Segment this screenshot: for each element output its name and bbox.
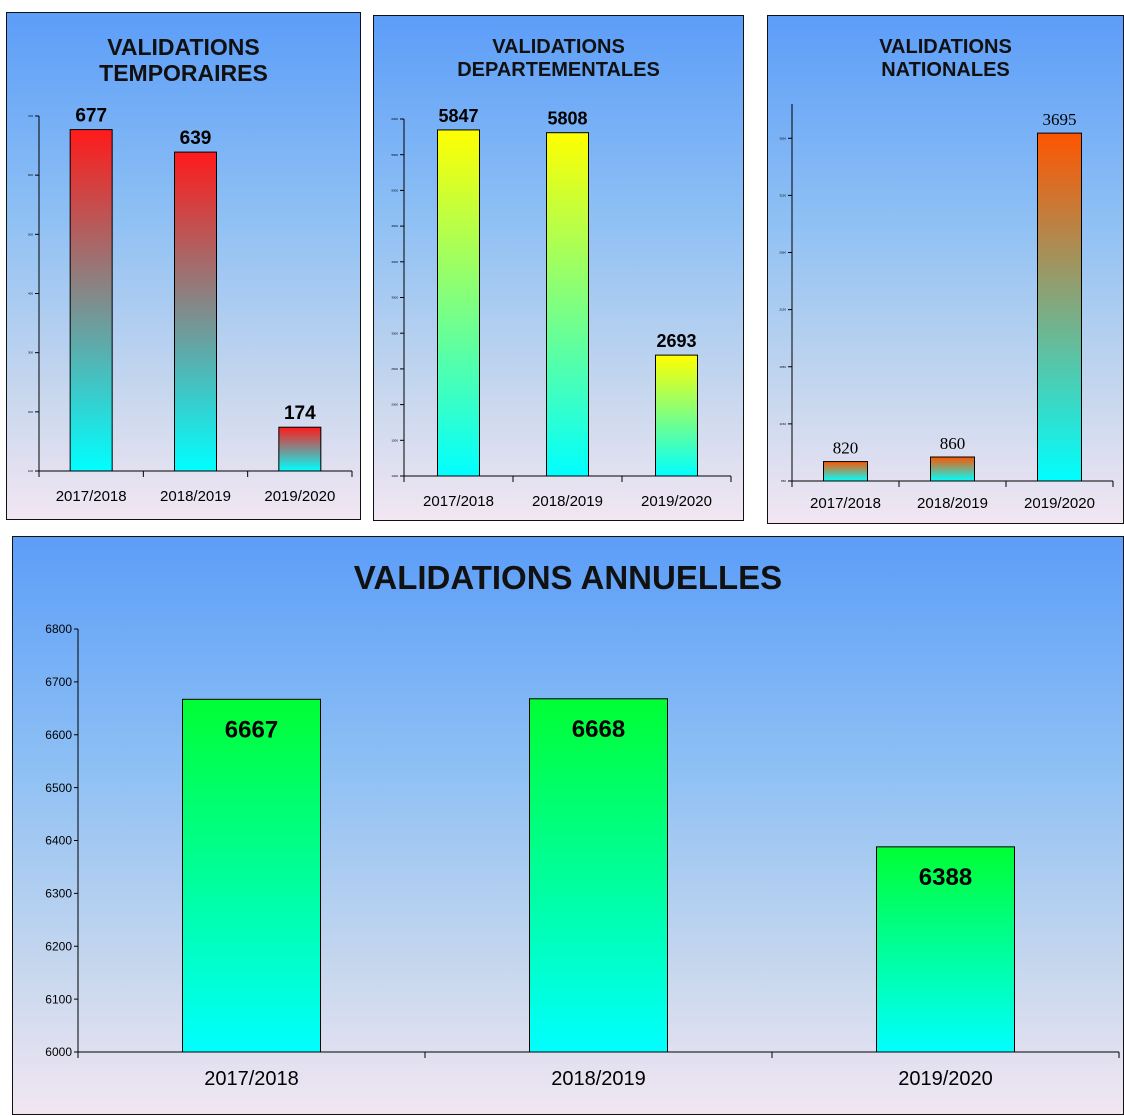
y-tick-label: 5000 [391, 188, 398, 192]
data-label: 3695 [1043, 110, 1077, 129]
y-tick-label: 1150 [780, 422, 787, 426]
y-tick-label: 2650 [779, 251, 786, 255]
y-tick-label: 2150 [779, 308, 786, 312]
x-tick-label: 2017/2018 [204, 1068, 299, 1090]
y-tick-label: 1000 [391, 474, 398, 478]
y-tick-label: 500 [28, 232, 33, 236]
y-tick-label: 6600 [45, 728, 72, 742]
bar [655, 354, 698, 477]
chart-title: VALIDATIONS TEMPORAIRES [99, 34, 268, 87]
y-tick-label: 6700 [45, 675, 72, 689]
x-tick-label: 2018/2019 [551, 1068, 646, 1090]
data-label: 860 [940, 434, 966, 453]
bar [278, 426, 322, 472]
chart-panel-annuelles: VALIDATIONS ANNUELLES 6000 6100 6200 6300 64… [12, 536, 1124, 1115]
y-tick-label: 1650 [779, 365, 786, 369]
bar [876, 846, 1015, 1053]
x-tick-label: 2017/2018 [423, 493, 494, 510]
data-label: 820 [833, 439, 859, 458]
y-tick-label: 2000 [391, 403, 398, 407]
data-label: 5808 [547, 109, 587, 129]
bar [437, 129, 480, 477]
y-tick-label: 6100 [45, 992, 72, 1006]
y-tick-label: 3000 [391, 331, 398, 335]
x-tick-label: 2019/2020 [1024, 495, 1095, 512]
bar [1037, 132, 1082, 482]
y-tick-label: 4500 [391, 224, 398, 228]
y-tick-label: 700 [28, 114, 33, 118]
y-tick-label: 600 [28, 173, 33, 177]
chart-title: VALIDATIONS ANNUELLES [353, 559, 783, 596]
chart-panel-nationales: VALIDATIONS NATIONALES 650 1150 1650 2150 26… [767, 15, 1124, 524]
x-tick-label: 2019/2020 [641, 493, 712, 510]
data-label: 5847 [438, 106, 478, 126]
chart-plot: 650 1150 1650 2150 2650 3150 3650 820 2017/2018 8… [779, 104, 1114, 512]
y-tick-label: 6300 [45, 887, 72, 901]
y-tick-label: 4000 [391, 260, 398, 264]
bar [69, 129, 113, 472]
x-tick-label: 2019/2020 [898, 1068, 993, 1090]
data-label: 174 [284, 403, 316, 424]
chart-plot: 100 200 300 400 500 600 700 677 2017/2018 639 2018… [28, 106, 353, 505]
bar [546, 132, 589, 477]
y-tick-label: 650 [781, 479, 786, 483]
data-label: 2693 [656, 331, 696, 351]
y-tick-label: 100 [28, 469, 33, 473]
data-label: 6667 [225, 716, 278, 743]
y-tick-label: 3150 [779, 193, 786, 197]
data-label: 639 [180, 128, 212, 149]
bar [182, 698, 321, 1053]
bar [174, 151, 217, 472]
y-tick-label: 6500 [45, 781, 72, 795]
chart-panel-departementales: VALIDATIONS DEPARTEMENTALES 1000 1500 2000… [373, 15, 744, 521]
chart-plot: 6000 6100 6200 6300 6400 6500 6600 6700 6800 6667… [45, 622, 1120, 1090]
chart-panel-temporaires: VALIDATIONS TEMPORAIRES 100 200 300 400 500 6… [6, 12, 361, 520]
bar [930, 456, 975, 482]
y-tick-label: 3500 [391, 296, 398, 300]
y-tick-label: 5500 [391, 153, 398, 157]
data-label: 6388 [919, 864, 972, 891]
y-tick-label: 400 [28, 292, 33, 296]
bar [823, 461, 868, 482]
bar [529, 698, 668, 1053]
chart-plot: 1000 1500 2000 2500 3000 3500 4000 4500 5000 5500… [391, 106, 732, 510]
x-tick-label: 2017/2018 [810, 495, 881, 512]
x-tick-label: 2017/2018 [56, 488, 127, 505]
data-label: 6668 [572, 716, 625, 743]
y-tick-label: 6800 [45, 622, 72, 636]
y-tick-label: 6400 [45, 834, 72, 848]
x-tick-label: 2018/2019 [532, 493, 603, 510]
data-label: 677 [75, 106, 107, 127]
y-tick-label: 1500 [391, 438, 398, 442]
y-tick-label: 6200 [45, 939, 72, 953]
chart-title: VALIDATIONS DEPARTEMENTALES [457, 36, 660, 81]
x-tick-label: 2018/2019 [160, 488, 231, 505]
x-tick-label: 2018/2019 [917, 495, 988, 512]
x-tick-label: 2019/2020 [264, 488, 335, 505]
y-tick-label: 200 [28, 410, 33, 414]
y-tick-label: 2500 [391, 367, 398, 371]
y-tick-label: 3650 [779, 136, 786, 140]
y-tick-label: 6000 [45, 1045, 72, 1059]
y-tick-label: 6000 [391, 117, 398, 121]
y-tick-label: 300 [28, 351, 33, 355]
chart-title: VALIDATIONS NATIONALES [879, 36, 1012, 81]
